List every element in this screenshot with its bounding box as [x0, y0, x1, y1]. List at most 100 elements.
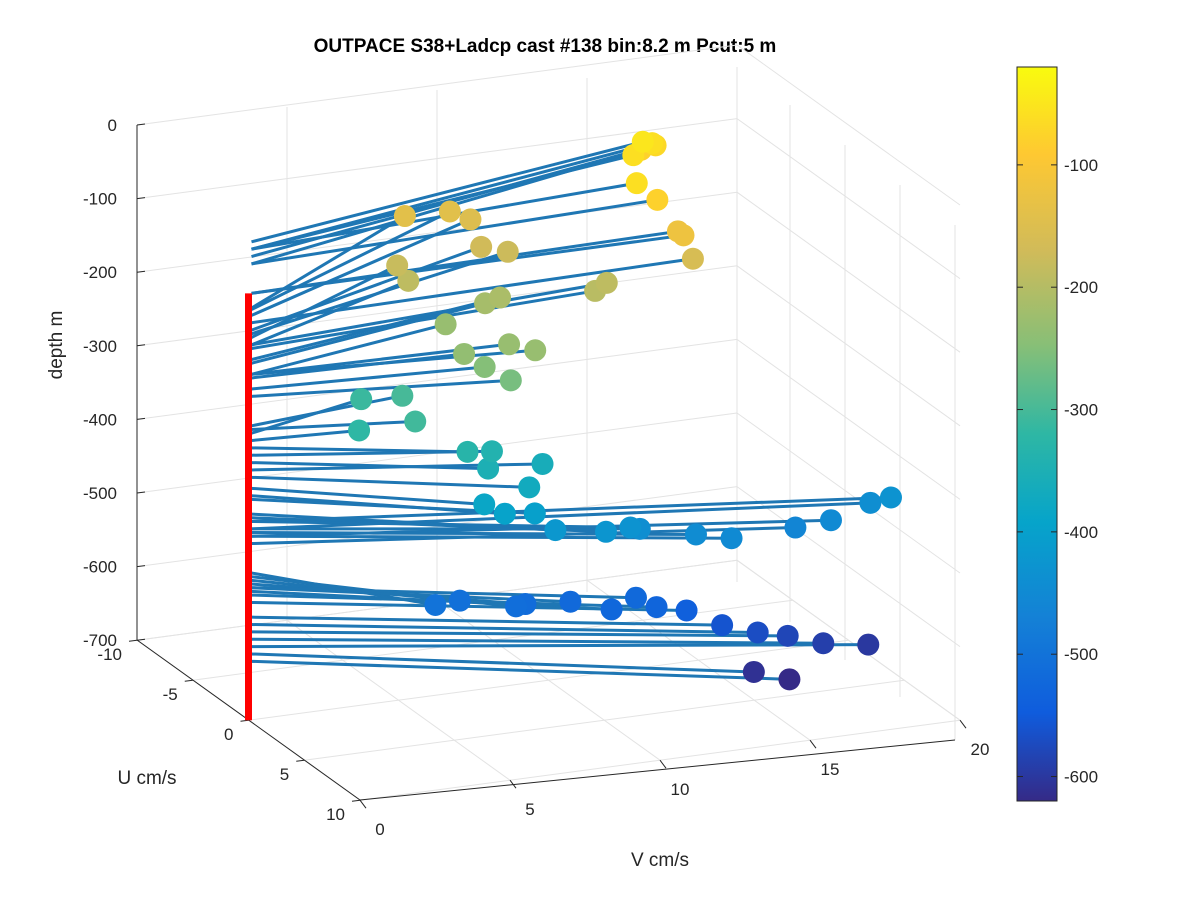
- data-point: [397, 269, 420, 292]
- data-point: [595, 271, 618, 294]
- stem-line: [251, 623, 758, 635]
- x-tick-mark: [959, 719, 967, 729]
- data-point: [600, 598, 623, 621]
- data-point: [473, 493, 496, 516]
- data-point: [646, 188, 669, 211]
- stem-line: [251, 652, 754, 674]
- stem-line: [251, 281, 608, 347]
- data-point: [489, 286, 512, 309]
- stem-line: [251, 659, 790, 681]
- data-point: [386, 254, 409, 277]
- stem-line: [251, 140, 644, 244]
- data-point: [477, 457, 500, 480]
- y-tick-mark: [184, 679, 193, 682]
- data-point: [594, 520, 617, 543]
- stem-line: [251, 233, 684, 295]
- stem-line: [251, 461, 489, 471]
- y-tick-mark: [351, 799, 361, 802]
- y-tick-label: -5: [163, 685, 178, 704]
- data-point: [518, 476, 541, 499]
- z-tick-mark: [136, 270, 146, 273]
- data-point: [879, 486, 902, 509]
- stem-line: [251, 643, 869, 649]
- data-point: [438, 200, 461, 223]
- x-tick-mark: [809, 739, 817, 749]
- data-point: [448, 589, 471, 612]
- z-tick-label: -400: [83, 410, 117, 429]
- data-point: [619, 516, 642, 539]
- data-point: [625, 172, 648, 195]
- data-point: [453, 342, 476, 365]
- data-point: [499, 369, 522, 392]
- grid-horizontal: [136, 44, 961, 801]
- data-point: [624, 586, 647, 609]
- z-tick-label: -500: [83, 484, 117, 503]
- data-point: [857, 633, 880, 656]
- data-point: [711, 614, 734, 637]
- data-point: [631, 130, 654, 153]
- colorbar-tick-label: -600: [1064, 768, 1098, 787]
- data-point: [645, 596, 668, 619]
- y-tick-label: 5: [280, 765, 289, 784]
- x-axis-label: V cm/s: [631, 850, 689, 871]
- data-point: [524, 339, 547, 362]
- stem-line: [251, 637, 824, 645]
- data-point: [459, 208, 482, 231]
- tick-labels: 0 -100 -200 -300 -400 -500 -600 -700-10 -5 0 5 10 0 5…: [83, 116, 989, 839]
- x-tick-label: 10: [671, 780, 690, 799]
- data-point: [812, 632, 835, 655]
- data-point: [672, 224, 695, 247]
- data-point: [434, 313, 457, 336]
- data-point: [498, 333, 521, 356]
- z-tick-mark: [136, 417, 146, 420]
- data-point: [684, 523, 707, 546]
- colorbar: [1016, 66, 1058, 802]
- data-point: [675, 599, 698, 622]
- y-tick-label: 10: [326, 805, 345, 824]
- stem-line: [251, 501, 871, 531]
- y-axis-label: U cm/s: [117, 768, 176, 789]
- stem-line: [251, 365, 485, 391]
- data-point: [784, 516, 807, 539]
- x-tick-label: 15: [821, 760, 840, 779]
- z-tick-mark: [136, 565, 146, 568]
- x-tick-mark: [659, 759, 667, 769]
- data-point: [531, 452, 554, 475]
- z-axis-label: depth m: [46, 311, 67, 380]
- data-point: [778, 668, 801, 691]
- data-point: [504, 595, 527, 618]
- data-point: [393, 205, 416, 228]
- stem-line: [251, 419, 416, 431]
- x-tick-mark: [359, 799, 367, 809]
- stem-line: [250, 210, 451, 311]
- stem-line: [251, 322, 446, 376]
- data-point: [746, 621, 769, 644]
- stem-line: [251, 198, 658, 266]
- x-tick-label: 20: [971, 740, 990, 759]
- stem-line: [251, 378, 511, 398]
- x-tick-mark: [509, 779, 517, 789]
- z-tick-mark: [136, 638, 146, 641]
- y-tick-label: 0: [224, 725, 233, 744]
- z-tick-label: 0: [108, 116, 117, 135]
- z-tick-mark: [136, 197, 146, 200]
- y-tick-label: -10: [97, 645, 122, 664]
- data-point: [681, 247, 704, 270]
- z-tick-label: -100: [83, 190, 117, 209]
- stem-line: [251, 495, 892, 523]
- chart-title: OUTPACE S38+Ladcp cast #138 bin:8.2 m Pc…: [314, 36, 777, 57]
- z-tick-mark: [136, 123, 146, 126]
- data-point: [456, 440, 479, 463]
- data-point: [559, 590, 582, 613]
- z-tick-label: -200: [83, 263, 117, 282]
- colorbar-ticks: -100 -200 -300 -400 -500 -600: [1017, 156, 1098, 787]
- data-point: [742, 660, 765, 683]
- z-tick-mark: [136, 344, 146, 347]
- stem-line: [251, 257, 694, 325]
- data-point: [424, 594, 447, 616]
- data-point: [404, 410, 427, 433]
- data-point: [350, 388, 373, 411]
- x-tick-label: 0: [375, 820, 384, 839]
- colorbar-tick-label: -200: [1064, 278, 1098, 297]
